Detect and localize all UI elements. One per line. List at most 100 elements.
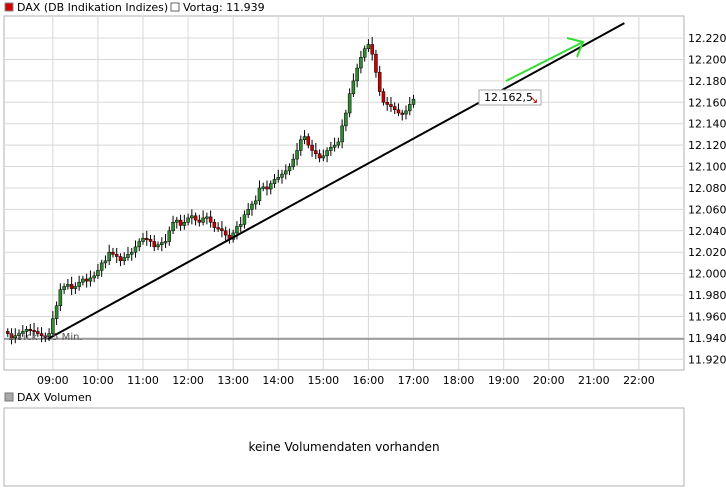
candle-down xyxy=(310,144,314,151)
legend-swatch-dax xyxy=(4,2,14,12)
candle-up xyxy=(103,260,108,264)
candle-up xyxy=(272,179,277,184)
y-tick-label: 12.060 xyxy=(688,203,726,216)
x-tick-label: 20:00 xyxy=(533,374,565,387)
candle-down xyxy=(216,227,220,230)
candle-up xyxy=(235,226,239,234)
candle-down xyxy=(306,136,311,146)
candle-down xyxy=(197,219,202,223)
candle-up xyxy=(359,57,363,69)
candle-up xyxy=(287,166,292,172)
tick-note: 1 Tick = 5 Min. xyxy=(8,332,83,343)
candle-up xyxy=(190,215,194,219)
candle-up xyxy=(302,136,307,141)
candles xyxy=(6,36,416,345)
candle-down xyxy=(178,219,183,226)
candle-up xyxy=(73,286,78,289)
candle-up xyxy=(250,203,254,210)
candle-up xyxy=(351,80,356,94)
x-tick-label: 21:00 xyxy=(578,374,610,387)
candle-up xyxy=(13,335,18,339)
y-tick-label: 11.920 xyxy=(688,353,726,366)
candle-up xyxy=(186,217,190,223)
candle-up xyxy=(291,158,296,167)
y-axis: 11.920 11.940 11.960 11.980 12.000 12.020 12.0… xyxy=(688,32,726,366)
candle-up xyxy=(329,147,333,151)
y-tick-label: 12.160 xyxy=(688,96,726,109)
green-arrow-annotation xyxy=(505,37,585,82)
candle-down xyxy=(145,238,149,241)
candle-down xyxy=(377,72,382,92)
candle-up xyxy=(17,333,21,336)
candle-up xyxy=(321,155,326,159)
candle-up xyxy=(366,44,371,50)
x-tick-label: 11:00 xyxy=(127,374,159,387)
candle-up xyxy=(51,318,55,334)
grid xyxy=(4,16,684,370)
candle-up xyxy=(88,277,93,282)
candle-down xyxy=(9,333,14,339)
candle-up xyxy=(163,241,168,244)
y-tick-label: 12.180 xyxy=(688,75,726,88)
candle-up xyxy=(347,93,352,114)
candle-down xyxy=(69,284,74,289)
candle-up xyxy=(295,150,299,160)
candle-up xyxy=(340,125,344,143)
candle-up xyxy=(257,187,262,202)
candle-down xyxy=(385,102,389,105)
candle-up xyxy=(92,275,96,279)
main-chart-frame xyxy=(3,15,685,371)
volume-panel-title: DAX Volumen xyxy=(17,391,92,404)
candle-up xyxy=(246,209,250,215)
x-tick-label: 22:00 xyxy=(623,374,655,387)
volume-panel-frame xyxy=(3,407,685,487)
candle-down xyxy=(118,256,123,262)
y-tick-label: 12.140 xyxy=(688,118,726,131)
candle-down xyxy=(43,335,48,338)
candle-down xyxy=(381,91,386,103)
x-tick-label: 18:00 xyxy=(443,374,475,387)
candle-up xyxy=(141,238,145,242)
candle-up xyxy=(276,177,281,180)
volume-panel-message: keine Volumendaten vorhanden xyxy=(248,440,439,454)
candle-up xyxy=(54,305,59,319)
candle-down xyxy=(208,216,213,223)
x-tick-label: 09:00 xyxy=(37,374,69,387)
candle-down xyxy=(39,333,44,336)
candle-up xyxy=(126,254,130,258)
candle-up xyxy=(205,216,209,219)
candle-down xyxy=(265,186,269,190)
candle-down xyxy=(84,278,89,282)
candle-up xyxy=(137,241,141,248)
candle-up xyxy=(156,244,160,248)
candle-up xyxy=(77,281,81,287)
legend-dax: DAX (DB Indikation Indizes) xyxy=(17,1,168,14)
candle-down xyxy=(400,112,404,115)
trendline xyxy=(47,22,625,340)
y-tick-label: 11.960 xyxy=(688,310,726,323)
candle-down xyxy=(314,150,318,154)
down-arrow-icon: ↘ xyxy=(529,93,538,106)
candle-down xyxy=(193,215,198,221)
y-tick-label: 12.020 xyxy=(688,246,726,259)
candle-up xyxy=(411,98,416,105)
x-tick-label: 12:00 xyxy=(172,374,204,387)
candle-up xyxy=(122,257,126,262)
y-tick-label: 12.040 xyxy=(688,225,726,238)
candle-up xyxy=(99,262,104,271)
x-tick-label: 10:00 xyxy=(82,374,114,387)
candle-down xyxy=(317,153,322,159)
candle-down xyxy=(152,241,157,248)
candle-up xyxy=(268,183,273,190)
candle-up xyxy=(167,230,172,242)
candle-up xyxy=(58,289,63,307)
last-price-value: 12.162,5 xyxy=(484,91,533,104)
y-tick-label: 12.200 xyxy=(688,53,726,66)
x-tick-label: 13:00 xyxy=(217,374,249,387)
y-tick-label: 11.980 xyxy=(688,289,726,302)
x-tick-label: 17:00 xyxy=(398,374,430,387)
y-tick-label: 12.100 xyxy=(688,161,726,174)
candle-down xyxy=(389,104,393,107)
candle-up xyxy=(242,214,247,225)
